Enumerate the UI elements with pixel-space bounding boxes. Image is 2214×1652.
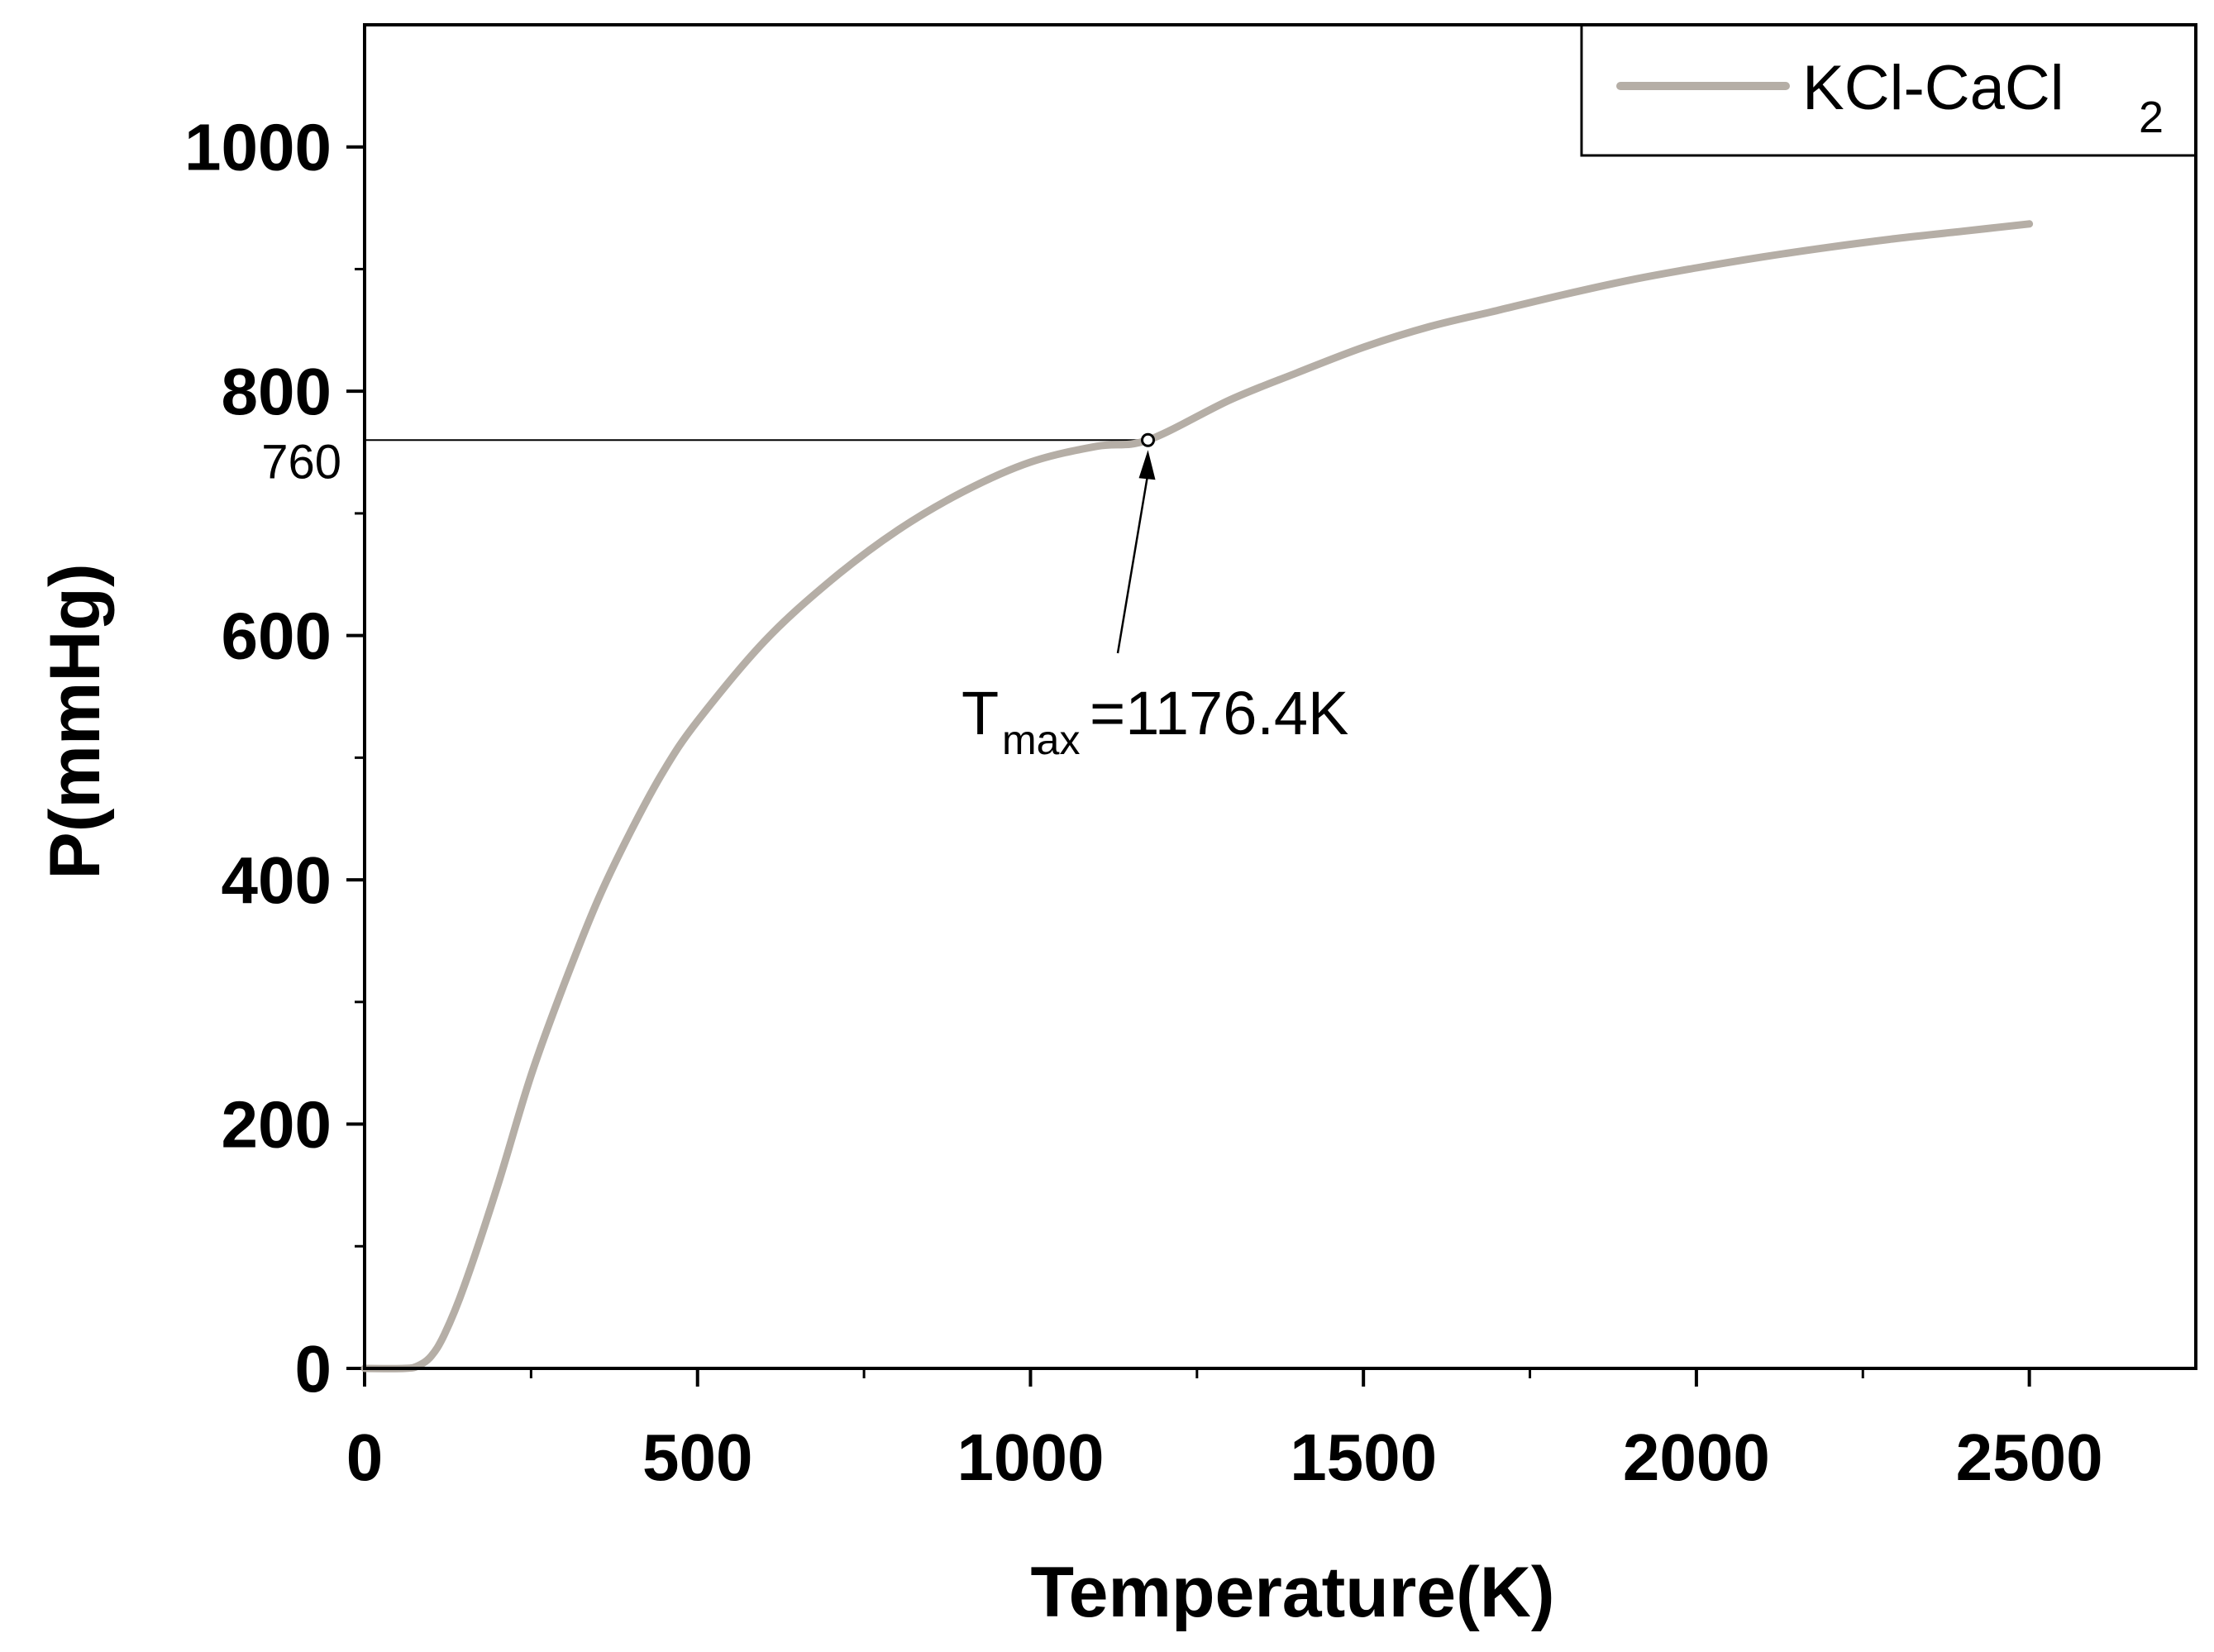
plot-frame bbox=[363, 23, 2197, 1370]
y-tick-label: 1000 bbox=[184, 111, 332, 184]
series-layer bbox=[360, 220, 2034, 1373]
y-tick-label: 400 bbox=[222, 843, 332, 917]
legend-label-main: KCl-CaCl bbox=[1802, 53, 2064, 123]
series-line-kcl-cacl2 bbox=[360, 220, 2034, 1373]
x-tick-label: 1000 bbox=[957, 1420, 1104, 1494]
tmax-label-main: T bbox=[961, 679, 999, 747]
y-axis-title: P(mmHg) bbox=[36, 563, 115, 879]
tmax-label-value: =1176.4K bbox=[1090, 679, 1348, 747]
x-tick-label: 0 bbox=[346, 1420, 384, 1494]
labels-layer: 0 500 1000 1500 2000 2500 0 200 400 600 800 1000 Tem… bbox=[36, 111, 2103, 1632]
x-axis-title: Temperature(K) bbox=[1031, 1553, 1555, 1632]
reference-label: 760 bbox=[261, 435, 341, 489]
x-tick-label: 1500 bbox=[1290, 1420, 1437, 1494]
x-tick-label: 2000 bbox=[1623, 1420, 1770, 1494]
ticks-layer bbox=[346, 145, 2031, 1387]
legend: KCl-CaCl 2 bbox=[1580, 23, 2197, 157]
y-tick-label: 0 bbox=[295, 1332, 332, 1406]
tmax-arrow-line bbox=[1116, 473, 1149, 654]
legend-label-sub: 2 bbox=[2139, 93, 2164, 142]
y-tick-label: 600 bbox=[222, 599, 332, 673]
y-tick-label: 800 bbox=[222, 355, 332, 428]
tmax-arrow-head bbox=[1138, 450, 1156, 480]
tmax-point-marker bbox=[1141, 432, 1156, 447]
tmax-label-sub: max bbox=[1002, 717, 1080, 763]
x-tick-label: 2500 bbox=[1956, 1420, 2103, 1494]
y-tick-label: 200 bbox=[222, 1088, 332, 1162]
x-tick-label: 500 bbox=[642, 1420, 752, 1494]
